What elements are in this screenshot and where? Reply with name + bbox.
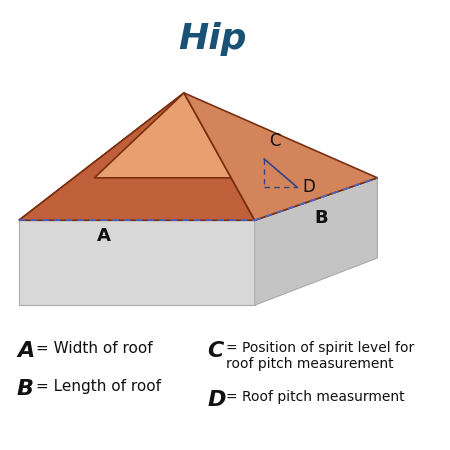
Polygon shape	[19, 93, 255, 220]
Polygon shape	[19, 220, 255, 305]
Text: D: D	[207, 390, 226, 410]
Text: B: B	[314, 209, 328, 227]
Polygon shape	[184, 93, 378, 220]
Text: = Length of roof: = Length of roof	[36, 379, 161, 394]
Text: = Position of spirit level for
roof pitch measurement: = Position of spirit level for roof pitc…	[226, 341, 415, 371]
Polygon shape	[255, 178, 378, 305]
Text: A: A	[97, 227, 111, 245]
Polygon shape	[94, 93, 378, 220]
Text: C: C	[207, 341, 224, 361]
Text: B: B	[17, 379, 34, 399]
Text: Hip: Hip	[178, 22, 247, 56]
Text: D: D	[302, 178, 315, 196]
Polygon shape	[19, 93, 184, 220]
Text: = Width of roof: = Width of roof	[36, 341, 153, 356]
Text: A: A	[17, 341, 34, 361]
Text: C: C	[269, 131, 280, 149]
Text: = Roof pitch measurment: = Roof pitch measurment	[226, 390, 405, 404]
